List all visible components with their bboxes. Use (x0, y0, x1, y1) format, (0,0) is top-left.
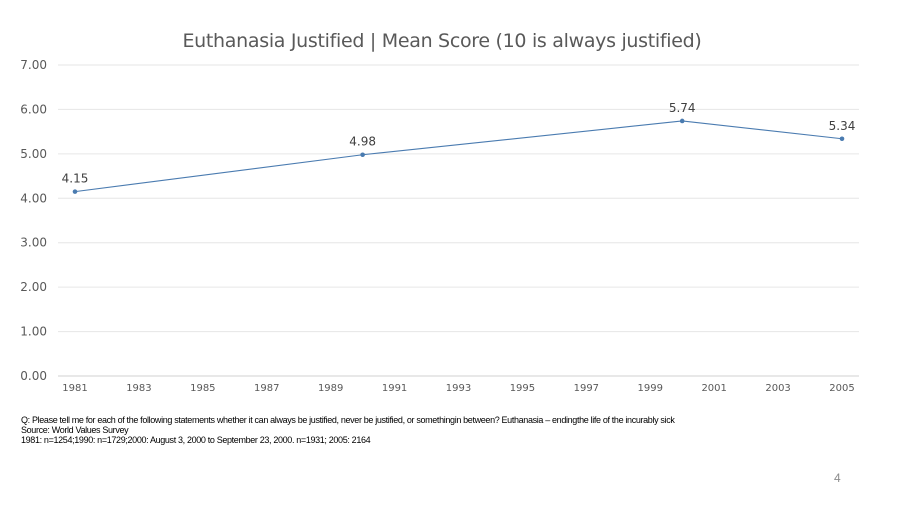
series-line (74, 120, 843, 193)
y-axis-tick-labels: 0.00 1.00 2.00 3.00 4.00 5.00 6.00 7.00 (20, 58, 47, 383)
x-tick-label: 1997 (574, 383, 599, 394)
data-point (839, 136, 845, 142)
data-label: 5.34 (829, 119, 856, 133)
page-number: 4 (834, 471, 841, 485)
data-label: 5.74 (669, 101, 696, 115)
data-point (679, 118, 685, 124)
y-tick-label: 2.00 (20, 280, 47, 294)
y-tick-label: 0.00 (20, 369, 47, 383)
x-tick-label: 1983 (126, 383, 151, 394)
gridlines (58, 64, 859, 377)
y-tick-label: 5.00 (20, 147, 47, 161)
data-label: 4.98 (349, 135, 376, 149)
footnote-samples: 1981: n=1254;1990: n=1729;2000: August 3… (21, 435, 371, 445)
data-label: 4.15 (62, 172, 89, 186)
x-tick-label: 1995 (510, 383, 535, 394)
x-tick-label: 2001 (701, 383, 726, 394)
x-tick-label: 1999 (638, 383, 663, 394)
x-tick-label: 1985 (190, 383, 215, 394)
y-tick-label: 4.00 (20, 191, 47, 205)
data-points (72, 118, 845, 194)
x-tick-label: 1991 (382, 383, 407, 394)
line-chart: 0.001.002.003.004.005.006.007.00 1981 198… (20, 58, 859, 394)
x-tick-label: 2005 (829, 383, 854, 394)
footnote: Q: Please tell me for each of the follow… (21, 415, 801, 445)
data-point (72, 189, 78, 194)
series-line-path (74, 120, 843, 193)
y-tick-label: 1.00 (20, 325, 47, 339)
x-tick-label: 1987 (254, 383, 279, 394)
data-labels: 4.15 4.98 5.74 5.34 (62, 101, 856, 186)
footnote-source: Source: World Values Survey (21, 425, 129, 435)
chart-title: Euthanasia Justified | Mean Score (10 is… (182, 30, 702, 52)
x-axis-tick-labels: 1981 1983 1985 1987 1989 1991 1993 1995 1997 1999… (62, 383, 854, 394)
x-tick-label: 1989 (318, 383, 343, 394)
x-tick-label: 2003 (765, 383, 790, 394)
x-tick-label: 1981 (62, 383, 87, 394)
footnote-question: Q: Please tell me for each of the follow… (21, 415, 675, 425)
y-tick-label: 6.00 (20, 102, 47, 116)
y-tick-label: 7.00 (20, 58, 47, 72)
x-tick-label: 1993 (446, 383, 471, 394)
data-point (360, 152, 365, 158)
y-tick-label: 3.00 (20, 236, 47, 250)
